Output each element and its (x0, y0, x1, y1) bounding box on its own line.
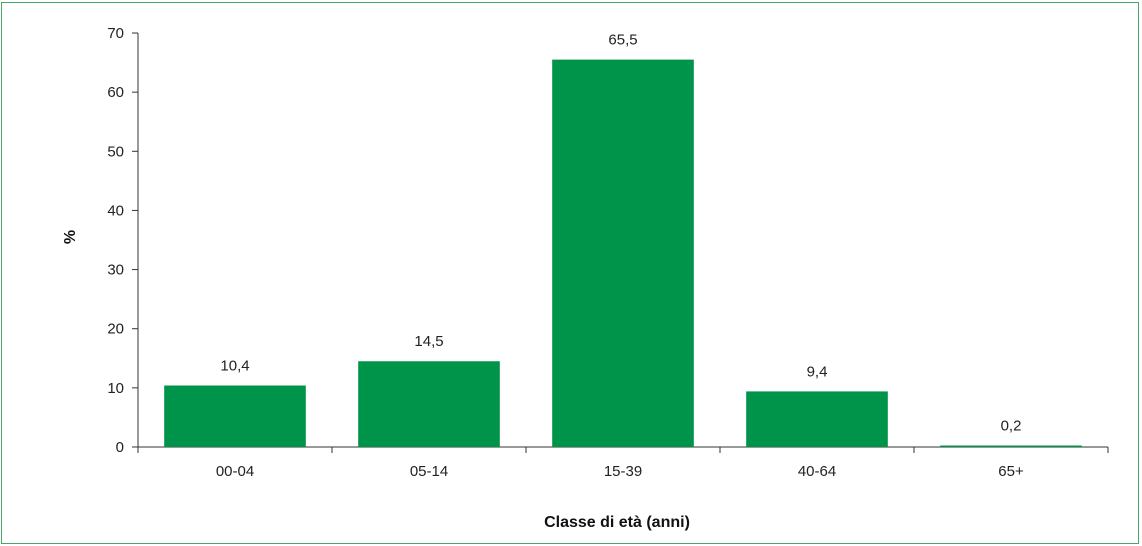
bar-65+ (940, 445, 1082, 447)
y-tick-label: 50 (107, 143, 124, 160)
data-label: 10,4 (220, 357, 249, 374)
bar-15-39 (552, 59, 694, 447)
data-label: 9,4 (807, 363, 828, 380)
y-tick-label: 30 (107, 262, 124, 279)
x-axis: 00-04 05-14 15-39 40-64 65+ (137, 446, 1109, 480)
bars (164, 59, 1082, 447)
x-tick-label: 15-39 (604, 463, 642, 480)
data-label: 14,5 (414, 333, 443, 350)
data-label: 0,2 (1001, 418, 1022, 435)
x-tick-label: 00-04 (216, 463, 254, 480)
x-tick-label: 65+ (998, 463, 1024, 480)
y-axis-title: % (62, 230, 79, 244)
y-tick-label: 0 (116, 439, 124, 456)
bar-40-64 (746, 391, 888, 447)
x-axis-title: Classe di età (anni) (544, 514, 690, 531)
x-tick-label: 40-64 (798, 463, 836, 480)
data-label: 65,5 (608, 32, 637, 49)
bar-05-14 (358, 361, 500, 447)
y-tick-label: 10 (107, 380, 124, 397)
y-axis: 0 10 20 30 40 50 60 70 (107, 25, 139, 456)
y-tick-label: 70 (107, 25, 124, 42)
bar-00-04 (164, 385, 306, 447)
y-tick-label: 60 (107, 84, 124, 101)
y-tick-label: 20 (107, 321, 124, 338)
data-labels: 10,4 14,5 65,5 9,4 0,2 (220, 32, 1021, 435)
x-tick-label: 05-14 (410, 463, 448, 480)
y-tick-label: 40 (107, 202, 124, 219)
